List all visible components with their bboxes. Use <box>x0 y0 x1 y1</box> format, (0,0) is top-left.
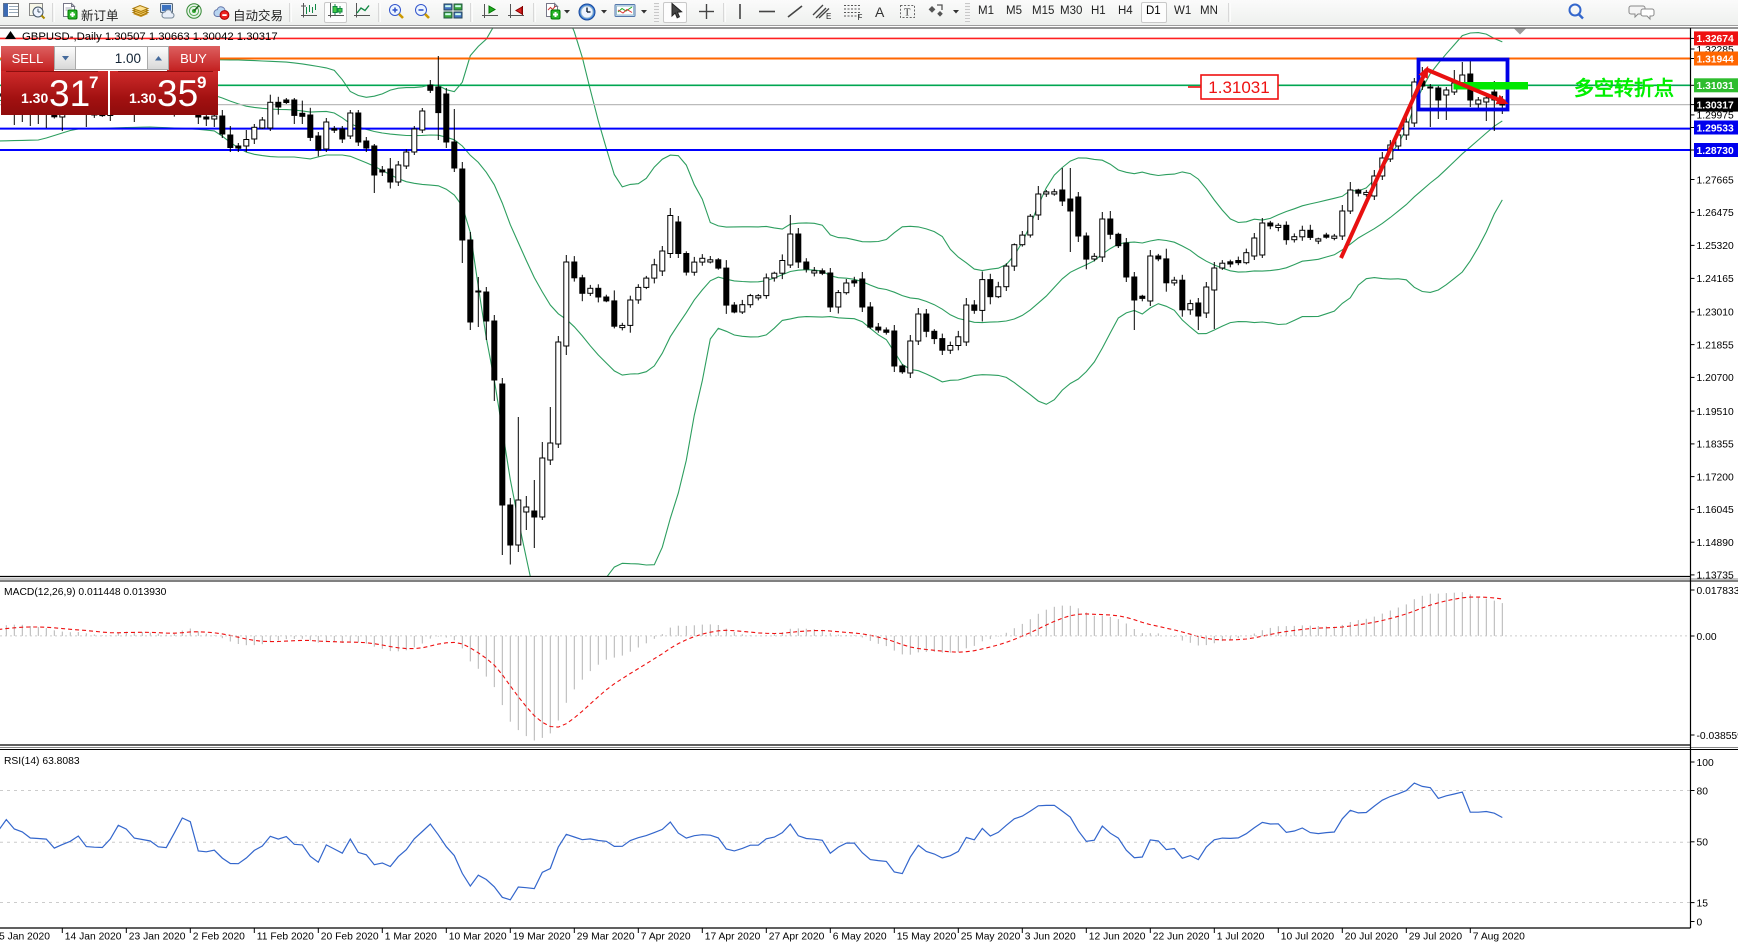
svg-text:1 Mar 2020: 1 Mar 2020 <box>385 932 437 943</box>
svg-text:1.20700: 1.20700 <box>1697 373 1734 384</box>
svg-text:1.19510: 1.19510 <box>1697 407 1734 418</box>
svg-text:15: 15 <box>1697 898 1709 909</box>
svg-text:17 Apr 2020: 17 Apr 2020 <box>705 932 761 943</box>
svg-text:10 Mar 2020: 10 Mar 2020 <box>449 932 507 943</box>
svg-text:7 Aug 2020: 7 Aug 2020 <box>1473 932 1525 943</box>
svg-text:29 Mar 2020: 29 Mar 2020 <box>577 932 635 943</box>
svg-text:1.25320: 1.25320 <box>1697 241 1734 252</box>
svg-text:F: F <box>858 13 863 22</box>
svg-text:15 May 2020: 15 May 2020 <box>897 932 957 943</box>
svg-text:1.17200: 1.17200 <box>1697 472 1734 483</box>
svg-text:T: T <box>904 8 911 19</box>
svg-text:1.32285: 1.32285 <box>1697 45 1734 56</box>
svg-text:22 Jun 2020: 22 Jun 2020 <box>1153 932 1210 943</box>
svg-text:25 May 2020: 25 May 2020 <box>961 932 1021 943</box>
svg-text:3 Jun 2020: 3 Jun 2020 <box>1025 932 1076 943</box>
svg-text:1.23010: 1.23010 <box>1697 308 1734 319</box>
svg-text:20 Feb 2020: 20 Feb 2020 <box>321 932 379 943</box>
svg-text:1.24165: 1.24165 <box>1697 274 1734 285</box>
svg-text:11 Feb 2020: 11 Feb 2020 <box>257 932 314 943</box>
svg-text:100: 100 <box>1697 758 1714 769</box>
svg-text:1.31944: 1.31944 <box>1697 54 1734 65</box>
svg-text:27 Apr 2020: 27 Apr 2020 <box>769 932 825 943</box>
svg-text:1.14890: 1.14890 <box>1697 538 1734 549</box>
svg-text:1.21855: 1.21855 <box>1697 340 1734 351</box>
svg-text:1.31031: 1.31031 <box>1208 78 1269 97</box>
svg-text:20 Jul 2020: 20 Jul 2020 <box>1345 932 1399 943</box>
svg-text:1.18355: 1.18355 <box>1697 440 1734 451</box>
svg-text:80: 80 <box>1697 786 1709 797</box>
svg-text:1.26475: 1.26475 <box>1697 208 1734 219</box>
svg-text:10 Jul 2020: 10 Jul 2020 <box>1281 932 1335 943</box>
svg-text:29 Jul 2020: 29 Jul 2020 <box>1409 932 1463 943</box>
svg-text:1.29975: 1.29975 <box>1697 111 1734 122</box>
svg-text:1.28730: 1.28730 <box>1697 146 1734 157</box>
svg-text:1.31031: 1.31031 <box>1697 81 1734 92</box>
svg-text:1.16045: 1.16045 <box>1697 505 1734 516</box>
svg-text:0.017833: 0.017833 <box>1697 586 1738 597</box>
svg-text:0: 0 <box>1697 917 1703 928</box>
svg-text:5 Jan 2020: 5 Jan 2020 <box>0 932 50 943</box>
svg-text:14 Jan 2020: 14 Jan 2020 <box>65 932 122 943</box>
svg-text:2 Feb 2020: 2 Feb 2020 <box>193 932 245 943</box>
svg-text:1.32674: 1.32674 <box>1697 34 1734 45</box>
svg-text:GBPUSD-,Daily 1.30507 1.30663: GBPUSD-,Daily 1.30507 1.30663 1.30042 1.… <box>22 31 278 43</box>
svg-text:1.29533: 1.29533 <box>1697 123 1734 134</box>
svg-text:E: E <box>826 12 831 21</box>
svg-text:RSI(14) 63.8083: RSI(14) 63.8083 <box>4 756 80 767</box>
svg-text:1.30317: 1.30317 <box>1697 100 1734 111</box>
svg-text:MACD(12,26,9) 0.011448 0.01393: MACD(12,26,9) 0.011448 0.013930 <box>4 587 167 598</box>
svg-text:23 Jan 2020: 23 Jan 2020 <box>129 932 186 943</box>
svg-text:1.13735: 1.13735 <box>1697 571 1734 582</box>
svg-text:19 Mar 2020: 19 Mar 2020 <box>513 932 571 943</box>
svg-text:多空转折点: 多空转折点 <box>1574 76 1674 100</box>
svg-text:1.27665: 1.27665 <box>1697 175 1734 186</box>
svg-text:0.00: 0.00 <box>1697 632 1717 643</box>
svg-text:50: 50 <box>1697 838 1709 849</box>
svg-text:1 Jul 2020: 1 Jul 2020 <box>1217 932 1265 943</box>
svg-text:12 Jun 2020: 12 Jun 2020 <box>1089 932 1146 943</box>
svg-text:7 Apr 2020: 7 Apr 2020 <box>641 932 691 943</box>
svg-text:6 May 2020: 6 May 2020 <box>833 932 887 943</box>
svg-text:-0.038559: -0.038559 <box>1697 731 1738 742</box>
